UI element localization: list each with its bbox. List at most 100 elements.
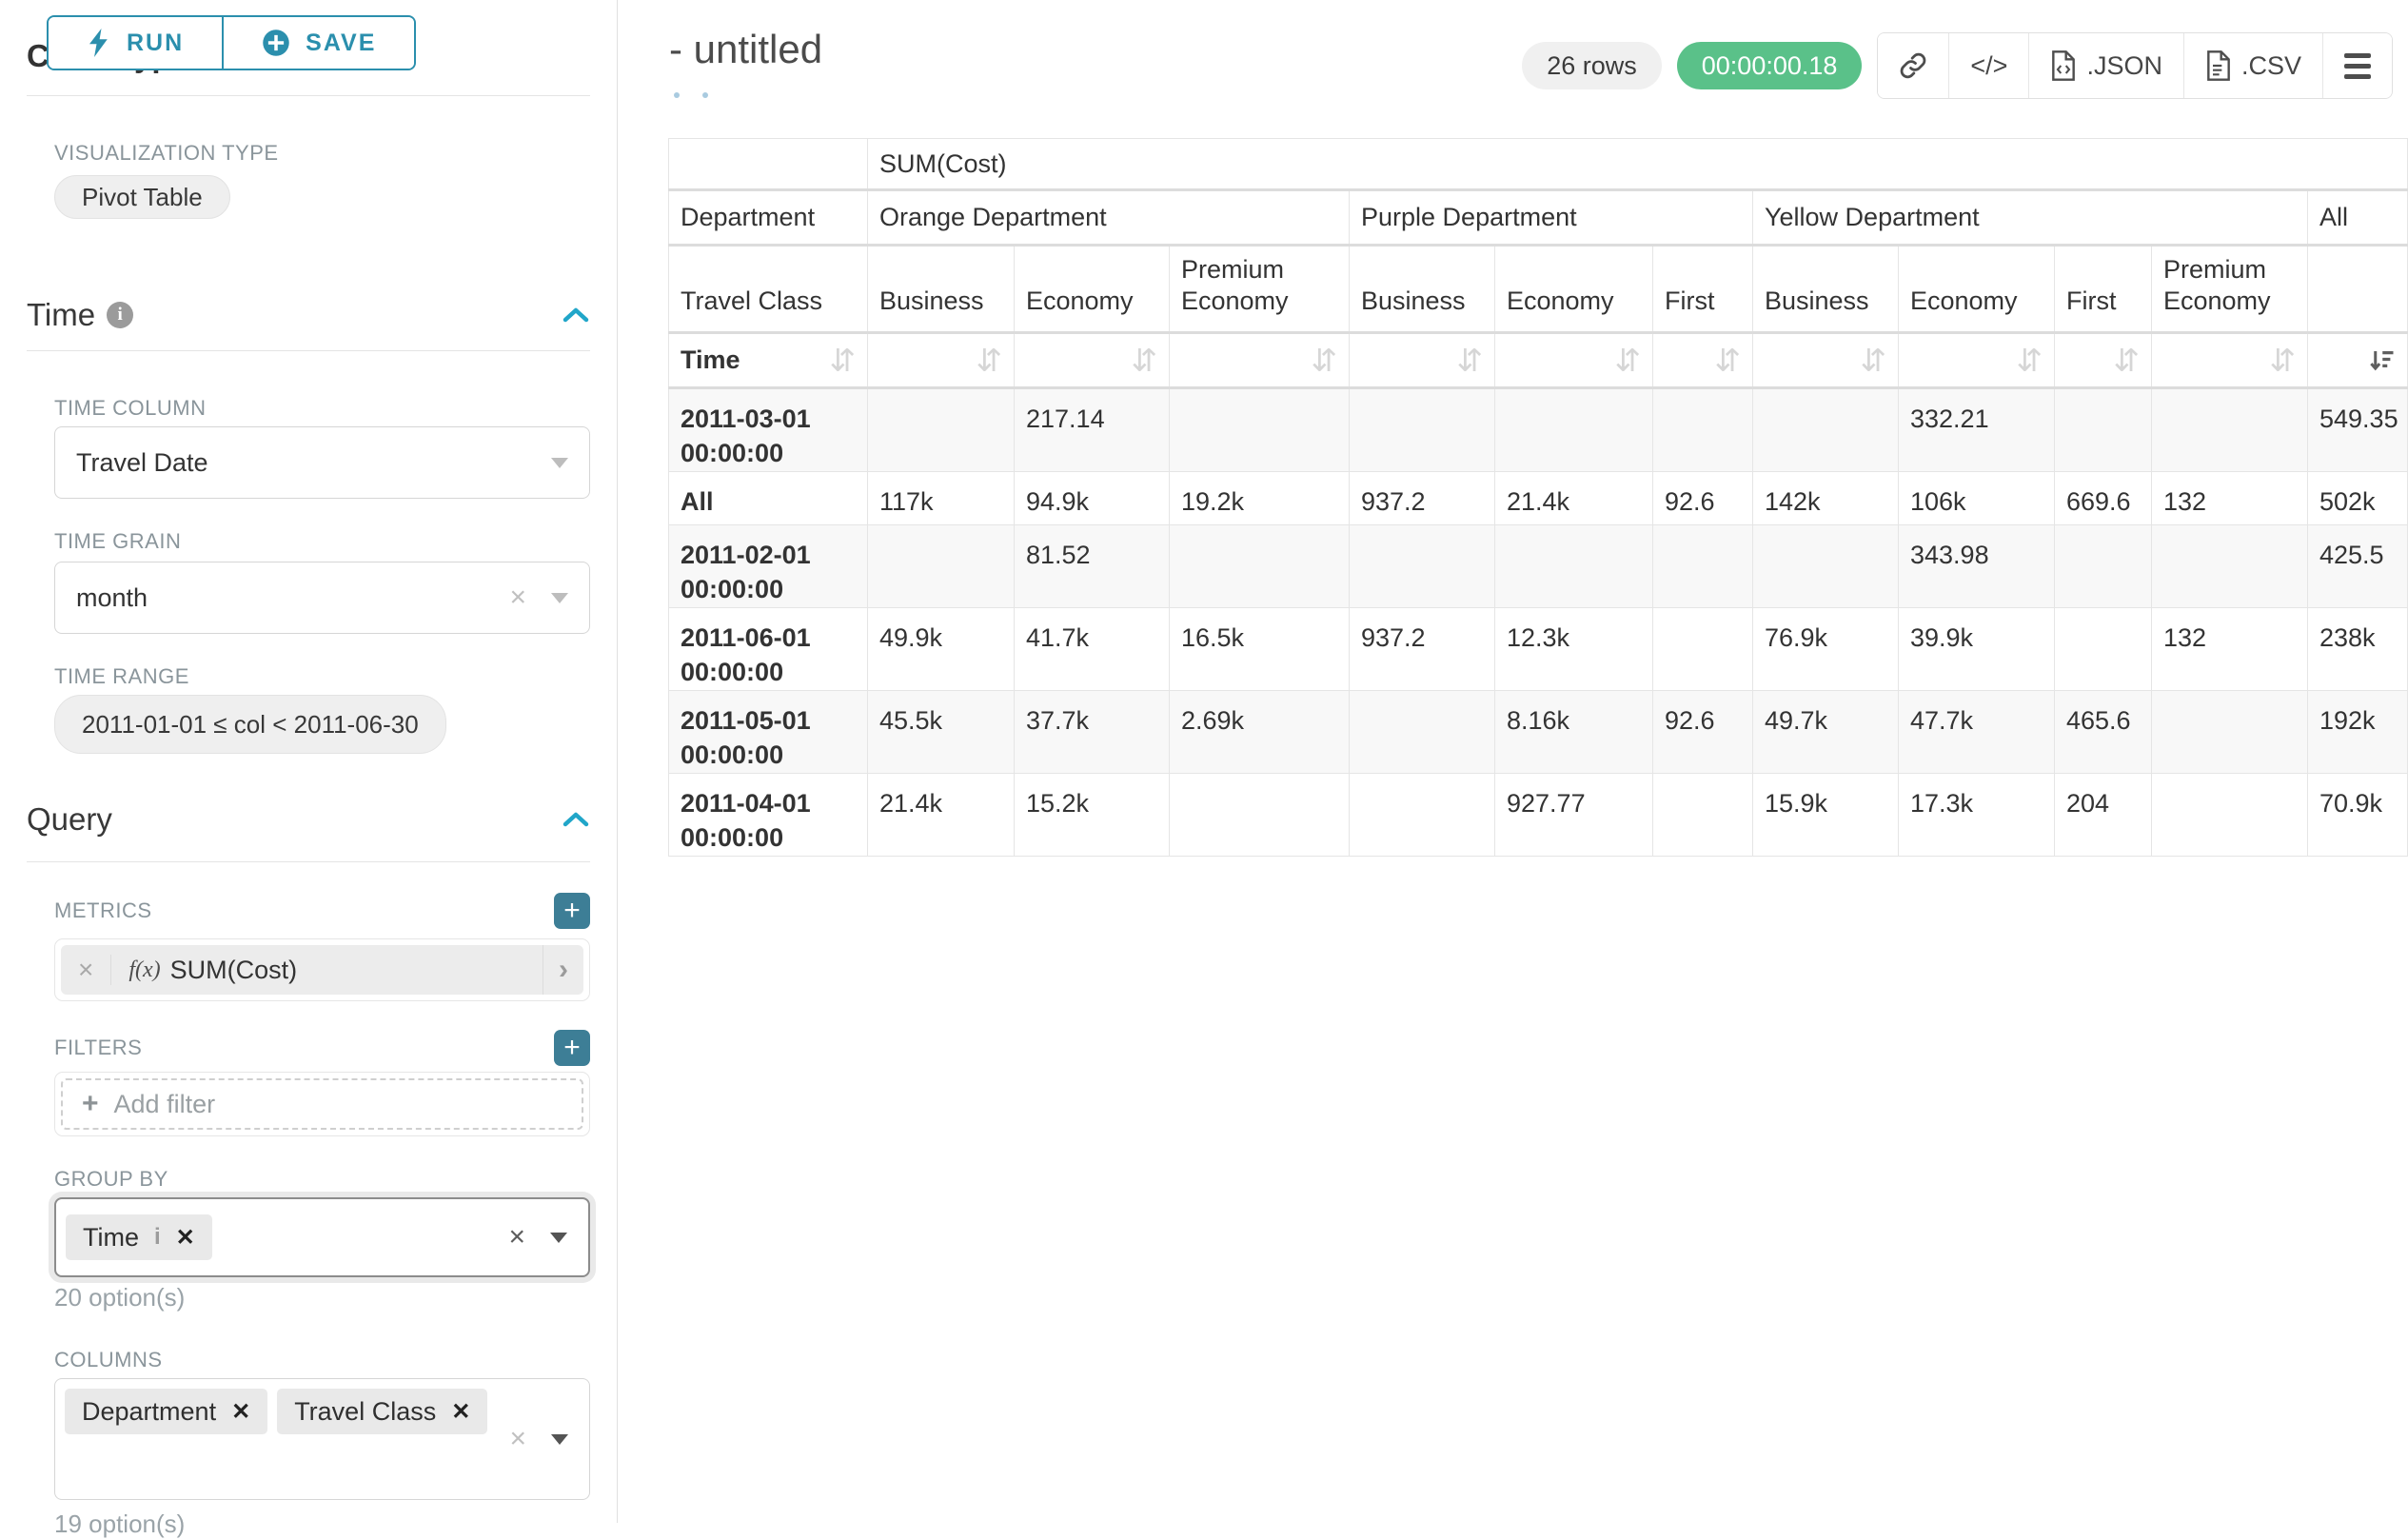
clear-icon[interactable]: × [508,1221,525,1253]
travel-class-header: Economy [1494,245,1653,333]
sort-cell[interactable]: ⇵ [1898,332,2055,388]
sort-icon[interactable]: ⇵ [976,343,1002,378]
group-by-select[interactable]: Time i ✕ × [54,1197,590,1277]
metric-item[interactable]: × f(x) SUM(Cost) › [61,945,583,995]
export-json-button[interactable]: .JSON [2028,33,2183,98]
sort-icon[interactable]: ⇵ [2113,343,2140,378]
pivot-table-wrap: SUM(Cost) Department Orange Department Purp… [668,138,2408,857]
value-cell [1652,772,1753,857]
group-by-label: GROUP BY [54,1167,168,1191]
sort-icon[interactable]: ⇵ [1714,343,1741,378]
export-button-group: </> .JSON .CSV [1877,32,2393,99]
chip[interactable]: Department ✕ [65,1389,268,1434]
travel-class-header: Business [1752,245,1899,333]
chevron-up-icon[interactable] [562,306,590,325]
chart-title[interactable]: - untitled [669,27,823,71]
sort-icon[interactable]: ⇵ [2016,343,2043,378]
value-cell [2151,523,2308,608]
sort-icon[interactable]: ⇵ [829,343,856,378]
time-section-header[interactable]: Time i [27,297,590,333]
export-csv-button[interactable]: .CSV [2182,33,2322,98]
share-link-button[interactable] [1878,33,1949,98]
sort-descending-icon [2370,350,2394,370]
clear-icon[interactable]: × [509,582,526,613]
columns-select[interactable]: Department ✕ Travel Class ✕ × [54,1378,590,1500]
info-icon[interactable]: i [154,1224,161,1250]
caret-down-icon[interactable] [551,592,568,603]
sort-cell[interactable]: ⇵ [1349,332,1495,388]
sort-icon[interactable]: ⇵ [1456,343,1483,378]
value-cell [2054,387,2152,472]
chevron-right-icon[interactable]: › [543,945,583,995]
query-section-header[interactable]: Query [27,801,590,838]
sort-cell[interactable]: ⇵ [867,332,1015,388]
value-cell: 117k [867,470,1015,525]
save-button[interactable]: SAVE [222,17,415,69]
sort-icon[interactable]: ⇵ [1614,343,1641,378]
value-cell [1752,387,1899,472]
function-icon: f(x) [128,957,161,982]
columns-chips: Department ✕ Travel Class ✕ [65,1389,488,1434]
clear-icon[interactable]: × [509,1423,526,1454]
sort-cell[interactable]: ⇵ [1169,332,1350,388]
chip-remove-icon[interactable]: ✕ [231,1398,251,1425]
filters-container: + Add filter [54,1072,590,1136]
sort-icon[interactable]: ⇵ [1131,343,1157,378]
department-group-header: Purple Department [1349,189,1753,246]
chip-remove-icon[interactable]: ✕ [451,1398,471,1425]
value-cell [1494,523,1653,608]
chip-remove-icon[interactable]: ✕ [175,1224,195,1251]
travel-class-header: Economy [1898,245,2055,333]
value-cell: 142k [1752,470,1899,525]
chip[interactable]: Travel Class ✕ [277,1389,488,1434]
value-cell [1752,523,1899,608]
value-cell [2054,606,2152,691]
time-sort-header[interactable]: Time ⇵ [668,332,868,388]
chip[interactable]: Time i ✕ [66,1214,212,1260]
panel-drag-handle[interactable] [674,92,708,98]
value-cell: 37.7k [1014,689,1170,774]
value-cell [1169,772,1350,857]
sort-cell[interactable]: ⇵ [1752,332,1899,388]
columns-label: COLUMNS [54,1348,163,1371]
more-options-button[interactable] [2322,33,2392,98]
caret-down-icon[interactable] [550,1232,567,1243]
value-cell: 41.7k [1014,606,1170,691]
time-column-value: Travel Date [76,447,208,477]
sort-cell[interactable]: ⇵ [2054,332,2152,388]
sort-cell[interactable]: ⇵ [1652,332,1753,388]
add-metric-button[interactable]: + [554,893,590,929]
value-cell [1349,772,1495,857]
time-range-pill[interactable]: 2011-01-01 ≤ col < 2011-06-30 [54,695,446,754]
remove-metric-icon[interactable]: × [61,955,112,985]
caret-down-icon[interactable] [551,457,568,468]
travel-class-row-label: Travel Class [668,245,868,333]
chip-label: Department [82,1396,217,1426]
sort-icon[interactable]: ⇵ [1311,343,1337,378]
run-button[interactable]: RUN [49,17,223,69]
sort-cell[interactable]: ⇵ [1014,332,1170,388]
save-button-label: SAVE [306,29,377,56]
info-circle-icon[interactable]: i [107,302,134,328]
sort-cell[interactable] [2306,332,2408,388]
department-group-header: Orange Department [867,189,1350,246]
sort-icon[interactable]: ⇵ [2269,343,2296,378]
viz-type-pill[interactable]: Pivot Table [54,175,230,219]
table-row: 2011-03-01 00:00:00 217.14 332.21 549.35 [668,387,2408,472]
embed-code-button[interactable]: </> [1948,33,2029,98]
sort-cell[interactable]: ⇵ [2151,332,2308,388]
chip-label: Time [83,1222,139,1252]
caret-down-icon[interactable] [551,1433,568,1445]
chevron-up-icon[interactable] [562,810,590,829]
travel-class-header: Business [1349,245,1495,333]
add-filter-dropzone[interactable]: + Add filter [61,1078,583,1130]
add-filter-button[interactable]: + [554,1030,590,1066]
sort-icon[interactable]: ⇵ [1860,343,1886,378]
value-cell [1494,387,1653,472]
hamburger-icon [2344,52,2371,79]
value-cell: 343.98 [1898,523,2055,608]
time-grain-select[interactable]: month × [54,562,590,634]
sort-cell[interactable]: ⇵ [1494,332,1653,388]
metrics-container: × f(x) SUM(Cost) › [54,938,590,1001]
time-column-select[interactable]: Travel Date [54,426,590,499]
